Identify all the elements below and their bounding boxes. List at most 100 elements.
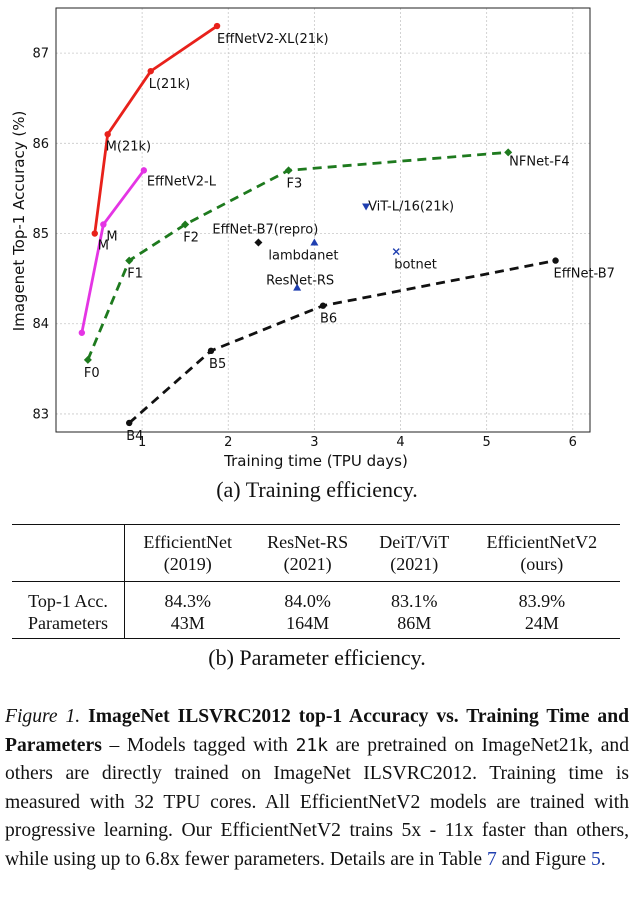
data-point [181, 220, 190, 229]
point-label: B6 [320, 312, 337, 327]
data-point [213, 22, 221, 30]
data-point [362, 203, 371, 211]
data-point [147, 67, 154, 75]
data-point [78, 329, 86, 336]
parameter-efficiency-table: EfficientNet (2019) ResNet-RS (2021) DeiT/… [12, 524, 620, 639]
header-year: (2021) [283, 554, 332, 574]
table-header-cell: EfficientNetV2 (ours) [463, 524, 620, 582]
point-label: EffNet-B7(repro) [212, 223, 318, 238]
data-point [254, 238, 263, 247]
row-label: Top-1 Acc. [12, 581, 125, 612]
x-tick-label: 6 [569, 435, 577, 450]
caption-text: . [600, 848, 606, 870]
header-name: ResNet-RS [267, 532, 349, 552]
point-label: F0 [84, 366, 100, 381]
x-tick-label: 4 [396, 435, 404, 450]
caption-text: – Models tagged with [101, 734, 296, 756]
caption-text: are pretrained on ImageNet21k, and other… [5, 734, 629, 870]
figure-caption: Figure 1. ImageNet ILSVRC2012 top-1 Accu… [5, 703, 629, 875]
point-label: botnet [394, 258, 437, 273]
data-point [284, 166, 293, 175]
x-axis-label: Training time (TPU days) [223, 452, 408, 470]
data-point [125, 256, 134, 265]
table-cell: 164M [250, 612, 365, 639]
y-tick-label: 84 [32, 317, 49, 332]
table-row: Top-1 Acc. 84.3% 84.0% 83.1% 83.9% [12, 581, 620, 612]
caption-text: and Figure [496, 848, 591, 870]
figure-reference-link[interactable]: 5 [590, 848, 601, 870]
y-tick-label: 83 [32, 407, 49, 422]
plot-frame [55, 7, 591, 433]
series-line [86, 150, 509, 361]
data-point [104, 131, 111, 138]
point-label: M(21k) [106, 139, 151, 154]
point-label: L(21k) [149, 77, 190, 92]
table-caption: (b) Parameter efficiency. [208, 645, 426, 670]
table-row: Parameters 43M 164M 86M 24M [12, 612, 620, 639]
point-label: ViT-L/16(21k) [368, 199, 454, 214]
point-label: F1 [127, 267, 143, 282]
data-point [126, 419, 133, 427]
table-reference-link[interactable]: 7 [486, 848, 497, 870]
data-point [392, 248, 400, 256]
chart-marks [78, 22, 559, 427]
header-name: DeiT/ViT [379, 532, 450, 552]
table-header-row: EfficientNet (2019) ResNet-RS (2021) DeiT/… [12, 524, 620, 582]
point-labels: M M(21k) L(21k) EffNetV2-XL(21k) M EffNetV2-L… [84, 32, 615, 444]
x-tick-label: 2 [224, 435, 232, 450]
header-year: (ours) [520, 554, 564, 574]
series-line [80, 169, 145, 334]
figure-title: ImageNet ILSVRC2012 top-1 Accuracy vs. T… [5, 706, 629, 756]
header-year: (2019) [163, 554, 212, 574]
header-name: EfficientNetV2 [486, 532, 598, 552]
point-label: F3 [287, 176, 303, 191]
table-header-cell: EfficientNet (2019) [124, 524, 251, 582]
data-point [310, 238, 319, 246]
data-point [319, 302, 327, 309]
table-cell: 84.0% [284, 591, 331, 611]
y-axis-label: Imagenet Top-1 Accuracy (%) [10, 111, 28, 332]
table-cell: 43M [124, 612, 251, 639]
point-label: EffNet-B7 [554, 267, 615, 282]
point-label: M [98, 239, 109, 254]
series-line [93, 24, 218, 234]
chart-grid [56, 8, 590, 432]
y-tick-label: 87 [32, 47, 49, 62]
point-label: lambdanet [268, 249, 338, 264]
figure-label: Figure 1. [5, 706, 81, 727]
point-label: EffNetV2-XL(21k) [217, 32, 329, 47]
point-label: F2 [183, 231, 199, 246]
header-name: EfficientNet [143, 532, 233, 552]
data-point [293, 283, 302, 291]
x-tick-label: 1 [138, 435, 146, 450]
table-header-cell: ResNet-RS (2021) [250, 524, 365, 582]
data-point [552, 257, 559, 264]
point-label: M [106, 230, 117, 245]
point-label: NFNet-F4 [509, 154, 569, 169]
point-label: EffNetV2-L [147, 174, 217, 189]
axis-ticks: 1 2 3 4 5 6 83 84 85 86 87 [32, 47, 576, 450]
caption-code: 21k [295, 734, 329, 756]
x-tick-label: 3 [310, 435, 318, 450]
data-point [140, 167, 148, 174]
training-efficiency-chart: 1 2 3 4 5 6 83 84 85 86 87 M M(21k) L(21k) EffNetV2-X… [10, 7, 615, 470]
data-point [100, 221, 107, 228]
chart-caption: (a) Training efficiency. [216, 477, 418, 502]
point-label: B5 [209, 357, 226, 372]
data-point [207, 347, 215, 355]
table-cell: 83.1% [391, 591, 438, 611]
table-cell: 86M [364, 612, 464, 639]
y-tick-label: 86 [32, 137, 49, 152]
table-cell: 83.9% [518, 591, 566, 611]
row-label: Parameters [12, 612, 125, 639]
y-tick-label: 85 [32, 227, 49, 242]
series-line [128, 259, 556, 425]
table-header-cell: DeiT/ViT (2021) [364, 524, 464, 582]
point-label: ResNet-RS [266, 274, 334, 289]
table-cell: 24M [463, 612, 620, 639]
point-label: B4 [126, 429, 143, 444]
table-cell: 84.3% [164, 591, 211, 611]
data-point [83, 355, 92, 364]
data-point [91, 230, 98, 237]
table-corner-cell [12, 524, 125, 582]
